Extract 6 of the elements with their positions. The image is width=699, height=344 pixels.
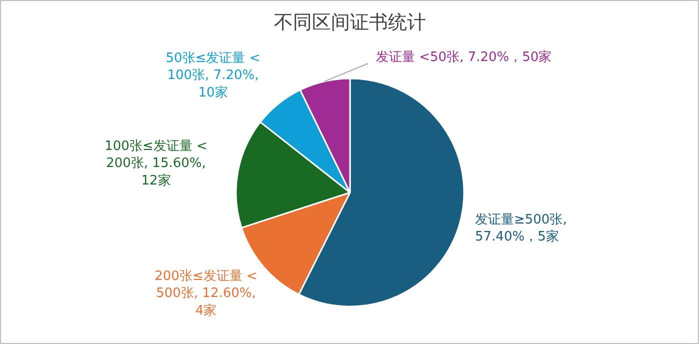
chart-title: 不同区间证书统计 [274, 12, 426, 34]
slice-label: 200张≤发证量 < 500张, 12.60%, 4家 [154, 268, 258, 318]
slice-label: 100张≤发证量 < 200张, 15.60%, 12家 [104, 138, 208, 188]
slice-label: 50张≤发证量 < 100张, 7.20%, 10家 [166, 50, 260, 100]
slice-label: 发证量≥500张, 57.40%，5家 [475, 212, 567, 245]
slice-label: 发证量 <50张, 7.20%，50家 [376, 49, 552, 65]
